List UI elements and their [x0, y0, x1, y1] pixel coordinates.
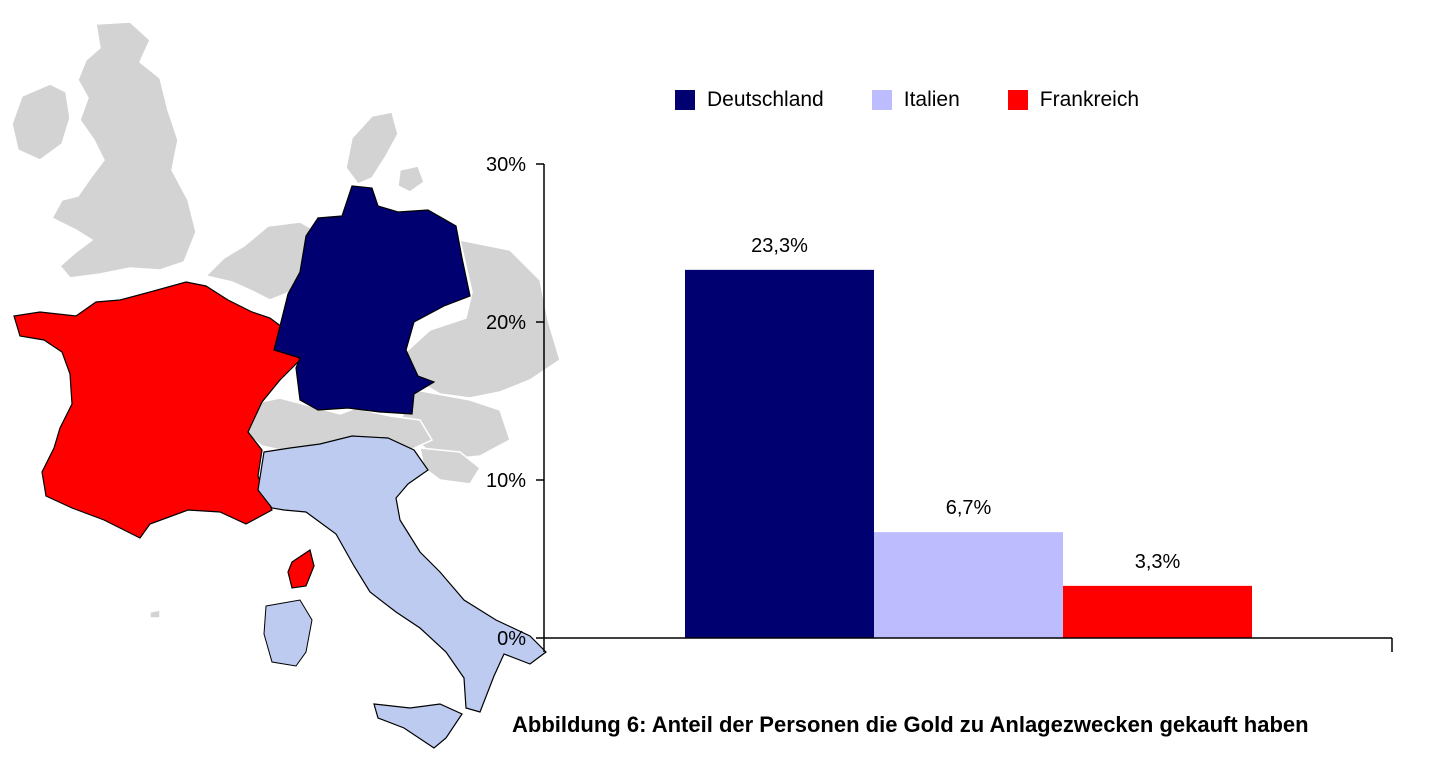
legend-item-frankreich: Frankreich — [1007, 88, 1139, 112]
legend-label: Frankreich — [1039, 88, 1139, 111]
map-sardinia — [263, 599, 313, 667]
map-benelux — [204, 221, 319, 301]
data-label-deutschland: 23,3% — [751, 235, 808, 257]
data-label-italien: 6,7% — [946, 497, 992, 519]
labels-group: 23,3% 6,7% 3,3% — [751, 235, 1180, 573]
bar-deutschland — [685, 269, 874, 638]
legend-swatch-deutschland — [675, 90, 695, 110]
map-sicily — [373, 703, 463, 749]
map-central-europe — [405, 239, 561, 399]
europe-map — [11, 21, 561, 749]
chart-title: Abbildung 6: Anteil der Personen die Gol… — [512, 712, 1309, 737]
y-tick-label: 20% — [486, 312, 526, 334]
legend-item-italien: Italien — [871, 88, 960, 112]
legend-item-deutschland: Deutschland — [675, 88, 824, 112]
map-denmark — [345, 111, 399, 185]
axes-group: 0% 10% 20% 30% — [486, 154, 1393, 652]
legend-swatch-italien — [871, 90, 892, 110]
bar-frankreich — [1063, 585, 1252, 638]
legend-label: Italien — [903, 88, 960, 111]
legend-swatch-frankreich — [1007, 90, 1028, 110]
bars-group — [685, 269, 1252, 638]
bar-italien — [874, 532, 1063, 638]
y-tick-label: 0% — [497, 628, 526, 650]
map-italy — [257, 435, 547, 713]
y-tick-label: 10% — [486, 470, 526, 492]
legend-label: Deutschland — [707, 88, 824, 111]
data-label-frankreich: 3,3% — [1135, 551, 1181, 573]
map-corsica — [287, 549, 315, 589]
y-tick-label: 30% — [486, 154, 526, 176]
legend: Deutschland Italien Frankreich — [675, 88, 1187, 112]
map-great-britain — [50, 21, 197, 279]
map-germany — [273, 185, 471, 415]
map-ireland — [11, 83, 71, 161]
